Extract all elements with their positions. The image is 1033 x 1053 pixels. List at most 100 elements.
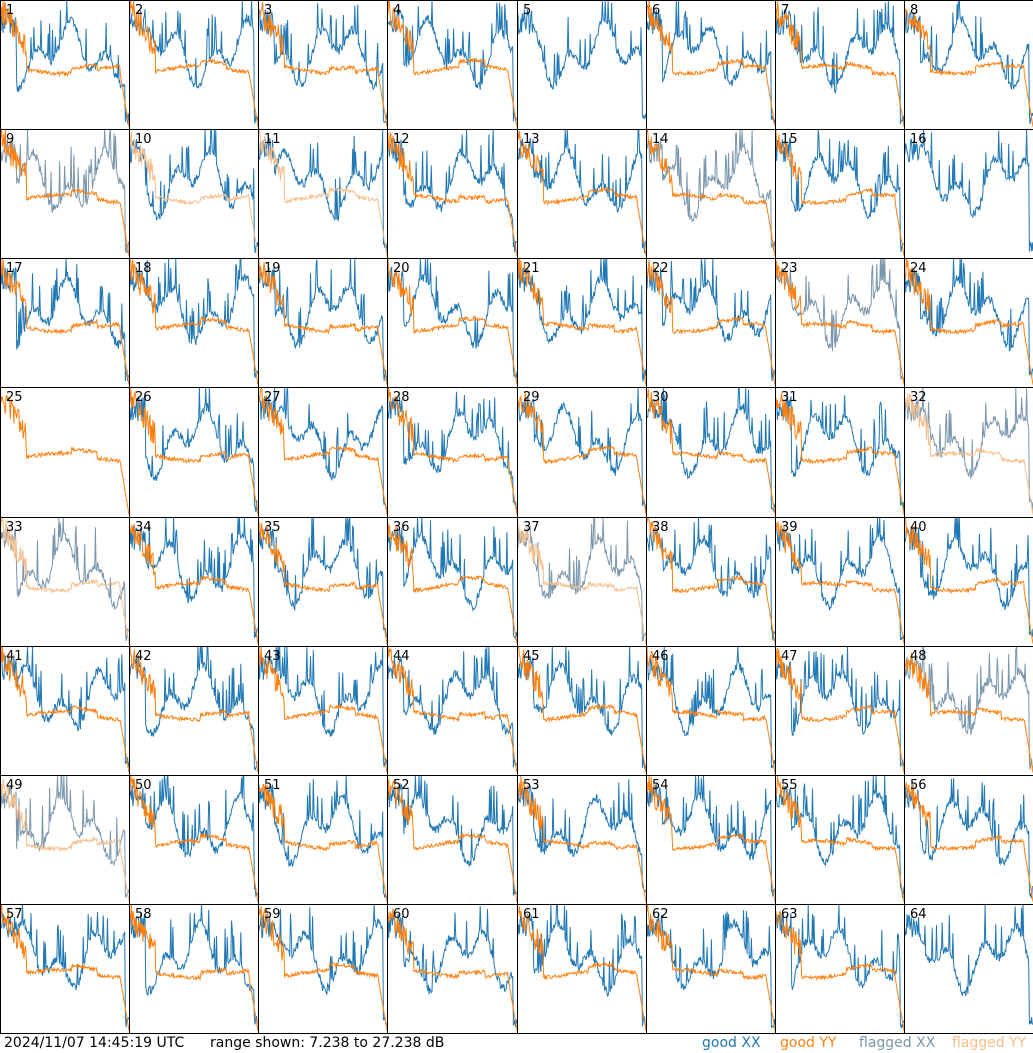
yy-series-line — [130, 1, 258, 127]
panel-label: 62 — [652, 907, 669, 922]
spectrum-plot-45 — [518, 647, 646, 773]
spectrum-panel-55: 55 — [775, 775, 905, 905]
spectrum-panel-35: 35 — [258, 517, 388, 647]
spectrum-plot-26 — [130, 388, 258, 515]
spectrum-plot-17 — [1, 259, 129, 385]
spectrum-plot-29 — [518, 388, 646, 515]
panel-label: 20 — [393, 261, 410, 276]
spectrum-plot-23 — [776, 259, 904, 385]
xx-series-line — [776, 259, 904, 381]
yy-series-line — [130, 259, 258, 385]
xx-series-line — [776, 518, 904, 641]
spectrum-panel-45: 45 — [517, 646, 647, 776]
panel-label: 17 — [6, 261, 23, 276]
xx-series-line — [776, 130, 904, 252]
spectrum-panel-18: 18 — [129, 258, 259, 388]
xx-series-line — [388, 647, 517, 768]
spectrum-panel-24: 24 — [904, 258, 1033, 388]
spectrum-plot-50 — [130, 776, 258, 902]
xx-series-line — [905, 388, 1033, 511]
xx-series-line — [518, 388, 646, 510]
spectrum-plot-31 — [776, 392, 904, 515]
panel-label: 8 — [910, 3, 919, 18]
panel-label: 63 — [781, 907, 798, 922]
spectrum-panel-10: 10 — [129, 129, 259, 259]
panel-label: 25 — [6, 390, 23, 405]
spectrum-panel-27: 27 — [258, 387, 388, 518]
yy-series-line — [259, 130, 387, 256]
yy-series-line — [130, 131, 258, 256]
xx-series-line — [388, 259, 517, 379]
panel-label: 50 — [135, 778, 152, 793]
panel-label: 33 — [6, 520, 23, 535]
panel-label: 36 — [393, 520, 410, 535]
yy-series-line — [259, 2, 387, 127]
spectrum-panel-2: 2 — [129, 0, 259, 130]
spectrum-panel-5: 5 — [517, 0, 647, 130]
spectrum-panel-48: 48 — [904, 646, 1033, 776]
xx-series-line — [259, 647, 387, 767]
yy-series-line — [259, 906, 387, 1031]
spectrum-plot-24 — [905, 259, 1033, 385]
spectrum-panel-28: 28 — [387, 387, 518, 518]
timestamp: 2024/11/07 14:45:19 UTC — [4, 1035, 185, 1051]
xx-series-line — [259, 3, 387, 124]
panel-label: 47 — [781, 649, 798, 664]
spectrum-plot-49 — [1, 776, 129, 902]
panel-label: 57 — [6, 907, 23, 922]
spectrum-panel-36: 36 — [387, 517, 518, 647]
panel-label: 32 — [910, 390, 927, 405]
spectrum-plot-60 — [388, 906, 517, 1031]
panel-label: 23 — [781, 261, 798, 276]
xx-series-line — [776, 1, 904, 125]
xx-series-line — [905, 1, 1033, 125]
spectrum-plot-47 — [776, 647, 904, 773]
spectrum-panel-30: 30 — [646, 387, 776, 518]
spectrum-plot-22 — [647, 259, 775, 385]
spectrum-plot-51 — [259, 776, 387, 902]
panel-label: 39 — [781, 520, 798, 535]
spectrum-panel-15: 15 — [775, 129, 905, 259]
panel-label: 46 — [652, 649, 669, 664]
panel-label: 30 — [652, 390, 669, 405]
spectrum-plot-12 — [388, 130, 517, 256]
xx-series-line — [776, 394, 904, 512]
spectrum-plot-34 — [130, 518, 258, 644]
yy-series-line — [518, 130, 646, 256]
spectrum-panel-14: 14 — [646, 129, 776, 259]
yy-series-line — [1, 905, 129, 1031]
spectrum-plot-7 — [776, 1, 904, 127]
xx-series-line — [259, 259, 387, 381]
spectrum-plot-18 — [130, 259, 258, 385]
spectrum-panel-1: 1 — [0, 0, 130, 130]
spectrum-panel-60: 60 — [387, 904, 518, 1034]
xx-series-line — [1, 259, 129, 382]
yy-series-line — [518, 259, 646, 385]
spectrum-plot-32 — [905, 388, 1033, 515]
yy-series-line — [1, 647, 129, 773]
panel-label: 49 — [6, 778, 23, 793]
xx-series-line — [518, 647, 646, 769]
yy-series-line — [388, 522, 517, 644]
panel-label: 34 — [135, 520, 152, 535]
panel-label: 56 — [910, 778, 927, 793]
panel-label: 28 — [393, 390, 410, 405]
spectrum-panel-33: 33 — [0, 517, 130, 647]
yy-series-line — [388, 132, 517, 256]
xx-series-line — [518, 518, 646, 642]
xx-series-line — [647, 647, 775, 769]
yy-series-line — [776, 776, 904, 902]
spectrum-panel-54: 54 — [646, 775, 776, 905]
panel-label: 45 — [523, 649, 540, 664]
panel-label: 55 — [781, 778, 798, 793]
spectrum-panel-52: 52 — [387, 775, 518, 905]
spectrum-panel-11: 11 — [258, 129, 388, 259]
yy-series-line — [776, 647, 904, 773]
xx-series-line — [130, 259, 258, 378]
spectrum-panel-49: 49 — [0, 775, 130, 905]
yy-series-line — [776, 1, 904, 127]
panel-label: 44 — [393, 649, 410, 664]
spectrum-panel-42: 42 — [129, 646, 259, 776]
legend-flagged-yy: flagged YY — [952, 1035, 1027, 1051]
spectrum-panel-12: 12 — [387, 129, 518, 259]
